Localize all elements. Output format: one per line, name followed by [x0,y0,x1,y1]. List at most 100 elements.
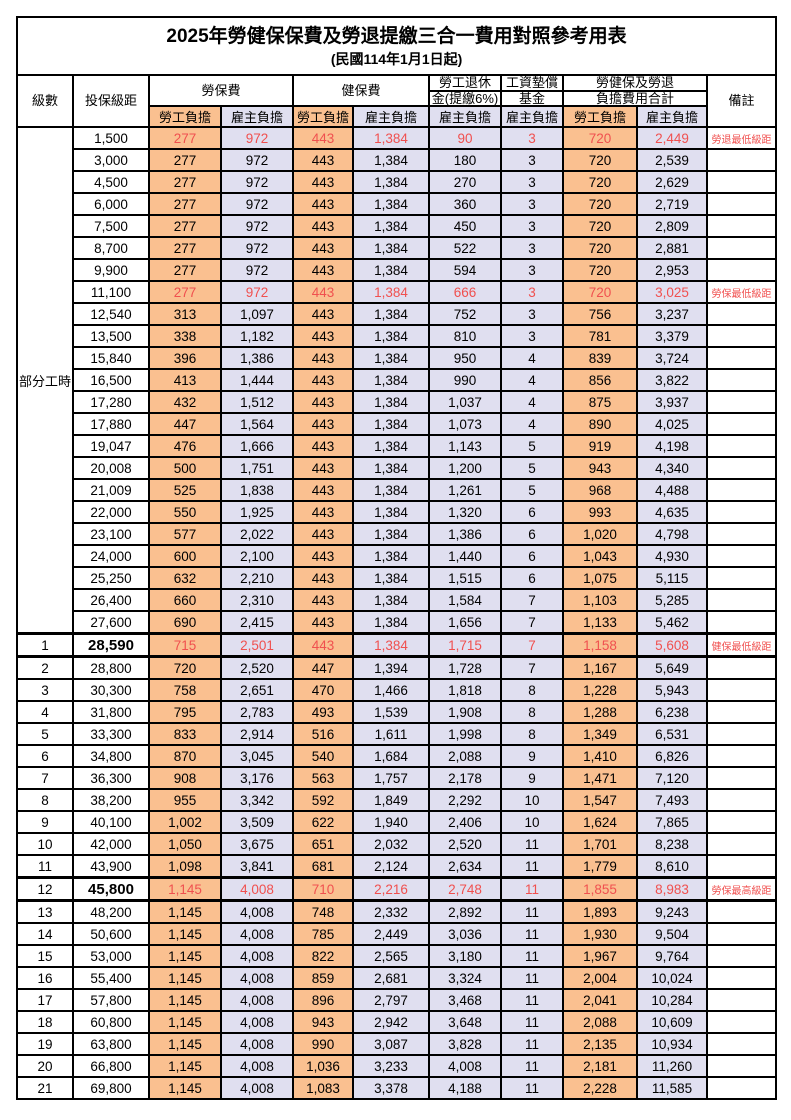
note-cell [705,522,778,547]
header-wage-fund-line1: 工資墊償 [500,74,564,92]
value-cell: 4,008 [428,1054,502,1079]
salary-cell: 20,008 [72,456,150,481]
value-cell: 3 [500,280,564,305]
salary-cell: 17,280 [72,390,150,415]
value-cell: 1,855 [562,876,638,903]
table-row: 10 42,000 1,050 3,675 651 2,032 2,520 11 1,701 8,… [16,832,778,857]
subheader-labor-employer: 雇主負擔 [220,105,294,129]
salary-cell: 4,500 [72,170,150,195]
value-cell: 1,512 [220,390,294,415]
header-row-3: 勞工負擔 雇主負擔 勞工負擔 雇主負擔 雇主負擔 雇主負擔 勞工負擔 雇主負擔 [17,105,776,129]
value-cell: 6,826 [636,744,708,769]
value-cell: 5,649 [636,655,708,681]
value-cell: 1,098 [148,854,222,879]
note-cell [705,258,778,283]
value-cell: 443 [292,588,354,613]
value-cell: 5,285 [636,588,708,613]
value-cell: 715 [148,632,222,659]
value-cell: 11 [500,1054,564,1079]
value-cell: 443 [292,434,354,459]
value-cell: 1,624 [562,810,638,835]
value-cell: 443 [292,544,354,569]
value-cell: 3 [500,170,564,195]
value-cell: 2,914 [220,722,294,747]
value-cell: 972 [220,126,294,151]
value-cell: 443 [292,236,354,261]
salary-cell: 11,100 [72,280,150,305]
value-cell: 2,415 [220,610,294,635]
title-row: 2025年勞健保保費及勞退提繳三合一費用對照參考用表 (民國114年1月1日起) [15,16,778,76]
value-cell: 2,292 [428,788,502,813]
value-cell: 1,384 [352,170,430,195]
value-cell: 1,384 [352,324,430,349]
salary-cell: 3,000 [72,148,150,173]
salary-cell: 12,540 [72,302,150,327]
table-row: 21 69,800 1,145 4,008 1,083 3,378 4,188 11 2,228… [16,1076,778,1101]
value-cell: 720 [562,192,638,217]
note-cell [705,148,778,173]
value-cell: 1,145 [148,899,222,925]
salary-cell: 17,880 [72,412,150,437]
level-cell: 4 [16,700,74,725]
value-cell: 550 [148,500,222,525]
subheader-health-employer: 雇主負擔 [352,105,430,129]
note-cell [705,700,778,725]
value-cell: 1,384 [352,412,430,437]
value-cell: 972 [220,148,294,173]
value-cell: 10 [500,810,564,835]
value-cell: 1,384 [352,368,430,393]
level-cell: 2 [16,655,74,681]
value-cell: 4 [500,346,564,371]
value-cell: 3,509 [220,810,294,835]
salary-cell: 60,800 [72,1010,150,1035]
value-cell: 313 [148,302,222,327]
value-cell: 950 [428,346,502,371]
value-cell: 443 [292,412,354,437]
table-row: 25,250 632 2,210 443 1,384 1,515 6 1,075 5,115 [17,566,778,591]
value-cell: 4,008 [220,966,294,991]
value-cell: 3,045 [220,744,294,769]
note-cell [705,966,778,991]
note-cell: 勞保最高級距 [705,876,778,903]
salary-cell: 16,500 [72,368,150,393]
value-cell: 758 [148,678,222,703]
value-cell: 1,050 [148,832,222,857]
value-cell: 990 [292,1032,354,1057]
value-cell: 666 [428,280,502,305]
value-cell: 443 [292,126,354,151]
value-cell: 785 [292,922,354,947]
value-cell: 1,384 [352,610,430,635]
value-cell: 833 [148,722,222,747]
value-cell: 11,260 [636,1054,708,1079]
value-cell: 9 [500,766,564,791]
value-cell: 993 [562,500,638,525]
value-cell: 2,216 [352,876,430,903]
value-cell: 277 [148,192,222,217]
note-cell [705,810,778,835]
table-row: 24,000 600 2,100 443 1,384 1,440 6 1,043 4,930 [17,544,778,569]
value-cell: 4,008 [220,899,294,925]
table-row: 16,500 413 1,444 443 1,384 990 4 856 3,822 [17,368,778,393]
level-cell: 5 [16,722,74,747]
value-cell: 1,145 [148,1032,222,1057]
value-cell: 972 [220,280,294,305]
value-cell: 1,384 [352,456,430,481]
value-cell: 1,656 [428,610,502,635]
value-cell: 8 [500,700,564,725]
note-cell [705,610,778,635]
value-cell: 822 [292,944,354,969]
note-cell: 勞退最低級距 [705,126,778,151]
salary-cell: 38,200 [72,788,150,813]
value-cell: 720 [562,258,638,283]
table-row: 15 53,000 1,145 4,008 822 2,565 3,180 11 1,967 9,… [16,944,778,969]
level-cell: 9 [16,810,74,835]
value-cell: 540 [292,744,354,769]
table-row: 17,880 447 1,564 443 1,384 1,073 4 890 4,025 [17,412,778,437]
value-cell: 1,002 [148,810,222,835]
value-cell: 600 [148,544,222,569]
note-cell [705,566,778,591]
value-cell: 4,008 [220,1054,294,1079]
value-cell: 1,444 [220,368,294,393]
value-cell: 1,471 [562,766,638,791]
value-cell: 443 [292,610,354,635]
